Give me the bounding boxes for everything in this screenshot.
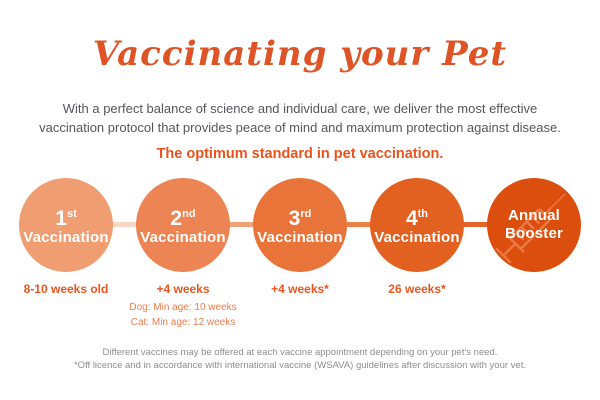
intro-line-1: With a perfect balance of science and in… xyxy=(62,101,538,116)
subtitle: The optimum standard in pet vaccination. xyxy=(156,146,444,162)
page-title: Vaccinating your Pet xyxy=(92,34,508,74)
booster-label-line-2: Booster xyxy=(504,225,564,242)
step-label: Annual Booster xyxy=(487,207,581,243)
step-number: 1st xyxy=(55,206,77,230)
booster-label-line-1: Annual xyxy=(507,207,561,224)
step-2-subnotes: Dog: Min age: 10 weeks Cat: Min age: 12 … xyxy=(98,300,268,330)
footnote-line-2: *Off licence and in accordance with inte… xyxy=(73,360,526,371)
timeline-connector-4 xyxy=(417,222,534,227)
timeline-connector-3 xyxy=(300,222,417,227)
dog-min-age-note: Dog: Min age: 10 weeks xyxy=(129,302,237,313)
footnote-line-1: Different vaccines may be offered at eac… xyxy=(102,347,498,358)
timeline-connector-1 xyxy=(66,222,183,227)
step-number: 4th xyxy=(405,206,429,230)
step-label: Vaccination xyxy=(23,228,109,246)
intro-line-2: vaccination protocol that provides peace… xyxy=(39,120,561,135)
syringe-icon xyxy=(495,193,566,264)
step-note-2: +4 weeks xyxy=(156,282,210,296)
intro-text: With a perfect balance of science and in… xyxy=(0,99,600,137)
timeline-connector-2 xyxy=(183,222,300,227)
step-circle-annual-booster: Annual Booster xyxy=(487,178,581,272)
step-note-1: 8-10 weeks old xyxy=(23,282,109,296)
step-circle-1st-vaccination: 1st Vaccination xyxy=(19,178,113,272)
step-label: Vaccination xyxy=(374,228,460,246)
step-label: Vaccination xyxy=(140,228,226,246)
step-circle-4th-vaccination: 4th Vaccination xyxy=(370,178,464,272)
step-label: Vaccination xyxy=(257,228,343,246)
cat-min-age-note: Cat: Min age: 12 weeks xyxy=(130,317,236,328)
step-number: 3rd xyxy=(288,206,312,230)
step-number: 2nd xyxy=(170,206,196,230)
step-circle-2nd-vaccination: 2nd Vaccination xyxy=(136,178,230,272)
step-circle-3rd-vaccination: 3rd Vaccination xyxy=(253,178,347,272)
step-note-4: 26 weeks* xyxy=(388,282,446,296)
step-note-3: +4 weeks* xyxy=(271,282,329,296)
footnotes: Different vaccines may be offered at eac… xyxy=(0,346,600,372)
